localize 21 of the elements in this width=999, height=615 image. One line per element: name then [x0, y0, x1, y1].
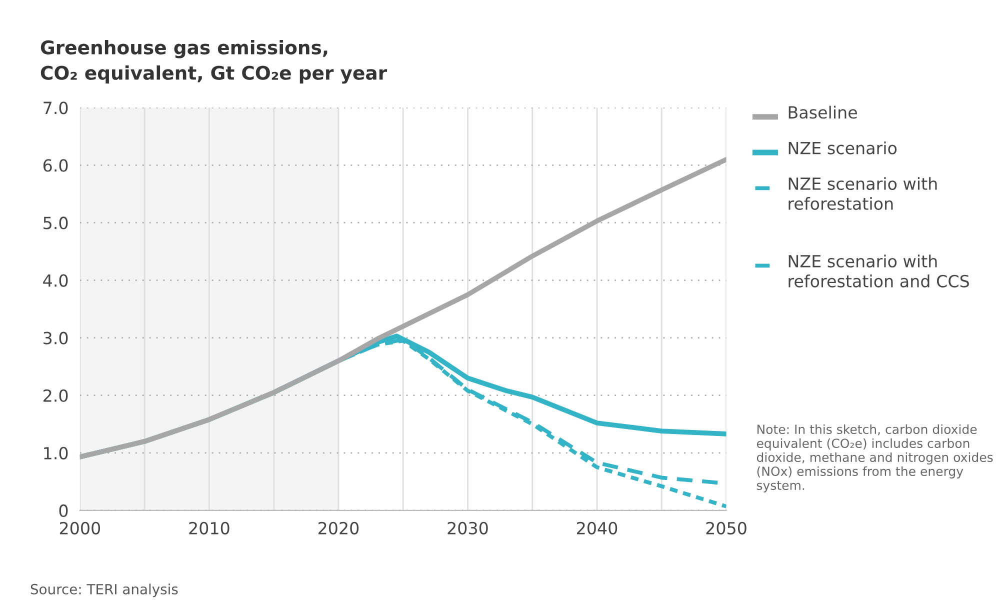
y-tick-label: 3.0	[44, 332, 68, 344]
y-tick-label: 2.0	[44, 389, 68, 402]
y-tick-label: 6.0	[43, 159, 68, 172]
x-tick-label: 2050	[706, 522, 746, 534]
chart-title: Greenhouse gas emissions, CO₂ equivalent, Gt CO₂e per year	[40, 40, 388, 84]
legend-label: NZE scenario with reforestation	[788, 177, 937, 210]
text: Note: In this sketch, carbon dioxide equivalent (CO₂e) includes carbon dioxide, methane and nitrogen oxides (NOx) emissions from the energy system.	[756, 424, 993, 492]
x-tick-label: 2040	[577, 522, 618, 534]
legend-label: Baseline	[788, 106, 857, 119]
x-tick-label: 2010	[189, 522, 230, 534]
legend-label: NZE scenario	[788, 141, 897, 154]
y-tick-label: 0	[59, 504, 68, 518]
x-tick-label: 2000	[60, 522, 100, 534]
y-tick-label: 5.0	[44, 216, 68, 230]
legend-label: NZE scenario with reforestation and CCS	[788, 254, 969, 288]
source-note: Source: TERI analysis	[30, 584, 178, 598]
x-tick-label: 2030	[448, 522, 488, 534]
y-tick-label: 4.0	[43, 274, 68, 287]
y-tick-label: 7.0	[44, 102, 68, 114]
y-tick-label: 1.0	[44, 446, 68, 460]
x-tick-label: 2020	[318, 522, 359, 534]
